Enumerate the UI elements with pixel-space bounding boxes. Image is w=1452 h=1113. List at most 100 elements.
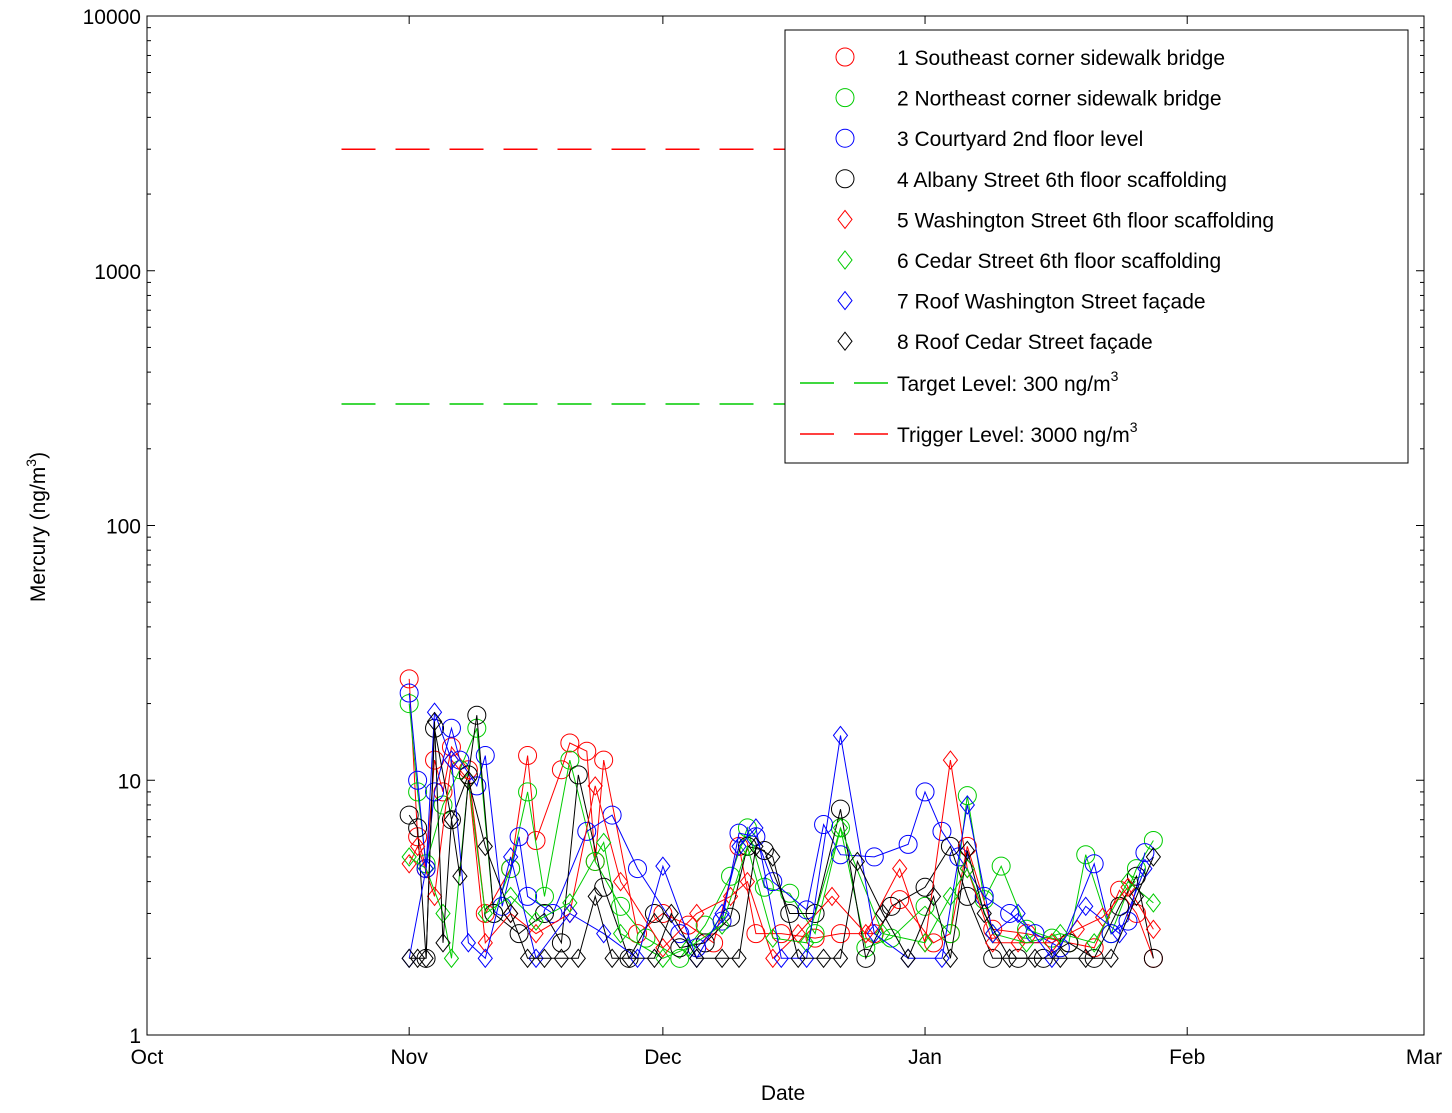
data-point-marker (771, 924, 791, 944)
data-point-marker (832, 948, 849, 969)
data-point-marker (959, 840, 975, 861)
data-point-marker (551, 933, 571, 953)
data-point-marker (604, 948, 620, 969)
data-point-marker (714, 948, 730, 969)
data-point-marker (587, 886, 603, 907)
axis-ticks: Oct Nov Dec Jan Feb Mar 1 10 100 1000 10000 (83, 6, 1442, 1069)
data-point-marker (739, 871, 756, 892)
legend-target-text: Target Level: 300 ng/m (897, 373, 1111, 396)
legend-entry: 7 Roof Washington Street façade (837, 290, 1206, 314)
data-point-marker (957, 786, 977, 806)
data-point-marker (983, 948, 1003, 968)
data-point-marker (1052, 923, 1069, 944)
data-point-marker (917, 933, 933, 953)
legend-entry: 5 Washington Street 6th floor scaffoldin… (837, 209, 1274, 232)
y-tick-label: 1000 (94, 261, 141, 284)
legend-label: 3 Courtyard 2nd floor level (897, 128, 1143, 151)
data-point-marker (790, 948, 806, 969)
legend-box (784, 29, 1409, 464)
data-point-marker (832, 818, 849, 838)
data-point-marker (1010, 903, 1026, 924)
y-axis-label-sup: 3 (23, 459, 39, 467)
series-layer (399, 669, 1163, 969)
data-point-marker (663, 903, 679, 924)
legend-marker-symbol (837, 209, 853, 230)
data-point-marker (942, 948, 959, 969)
data-point-marker (974, 886, 994, 906)
legend-entry-target: Target Level: 300 ng/m3 (800, 368, 1119, 396)
data-point-marker (409, 948, 426, 969)
series-group (401, 702, 1153, 969)
data-point-marker (680, 937, 696, 958)
data-point-marker (1128, 886, 1145, 907)
data-point-marker (518, 782, 538, 802)
data-point-marker (536, 948, 553, 969)
data-point-marker (435, 933, 451, 953)
data-point-marker (858, 923, 874, 944)
data-point-marker (443, 750, 460, 770)
data-point-marker (534, 886, 554, 906)
data-point-marker (426, 702, 443, 723)
legend-marker-symbol (835, 47, 855, 67)
data-point-marker (596, 832, 612, 853)
legend-target-sup: 3 (1111, 368, 1119, 384)
data-point-marker (731, 836, 747, 857)
data-point-marker (1017, 919, 1037, 939)
data-point-marker (1135, 843, 1155, 863)
data-point-marker (940, 836, 960, 856)
y-tick-label: 100 (106, 516, 141, 539)
data-point-marker (418, 948, 434, 969)
data-point-marker (467, 705, 487, 725)
data-point-marker (443, 809, 460, 830)
data-point-marker (596, 923, 612, 944)
legend-entries: 1 Southeast corner sidewalk bridge 2 Nort… (835, 47, 1274, 354)
legend-trigger-label: Trigger Level: 3000 ng/m3 (897, 419, 1138, 447)
data-point-marker (441, 718, 461, 738)
data-point-marker (553, 948, 570, 969)
x-tick-label: Dec (644, 1046, 681, 1069)
data-point-marker (568, 765, 588, 785)
data-point-marker (940, 924, 960, 944)
legend-trigger-sup: 3 (1130, 419, 1138, 435)
data-point-marker (408, 770, 428, 790)
data-point-marker (562, 903, 578, 924)
legend-marker-symbol (837, 290, 853, 311)
data-point-marker (528, 911, 544, 931)
legend-label: 8 Roof Cedar Street façade (897, 331, 1153, 354)
data-point-marker (450, 750, 470, 770)
data-point-marker (399, 669, 419, 689)
data-point-marker (612, 871, 629, 892)
legend-label: 7 Roof Washington Street façade (897, 291, 1206, 314)
x-tick-label: Feb (1169, 1046, 1205, 1069)
series-line (408, 758, 1154, 960)
data-point-marker (1044, 933, 1060, 953)
legend-marker-symbol (835, 169, 855, 189)
data-point-marker (528, 948, 544, 969)
data-point-marker (849, 851, 866, 872)
data-point-marker (830, 924, 850, 944)
legend-label: 2 Northeast corner sidewalk bridge (897, 88, 1222, 111)
data-point-marker (502, 903, 519, 924)
data-point-marker (815, 948, 832, 969)
data-point-marker (915, 782, 935, 802)
legend-marker-symbol (837, 250, 853, 270)
data-point-marker (460, 770, 477, 791)
data-point-marker (1001, 948, 1018, 969)
data-point-marker (1094, 907, 1111, 928)
legend-marker-symbol (837, 331, 853, 352)
data-point-marker (399, 683, 419, 703)
data-point-marker (401, 847, 417, 867)
data-point-marker (915, 896, 935, 916)
data-point-marker (959, 795, 975, 815)
data-point-marker (1103, 948, 1119, 969)
series-line (408, 712, 1146, 960)
data-point-marker (577, 821, 597, 841)
data-point-marker (765, 948, 781, 969)
data-point-marker (830, 845, 850, 865)
y-tick-label: 10 (118, 770, 141, 793)
data-point-marker (864, 847, 884, 867)
data-point-marker (477, 948, 493, 969)
data-point-marker (805, 928, 825, 948)
series-group (401, 711, 1162, 969)
